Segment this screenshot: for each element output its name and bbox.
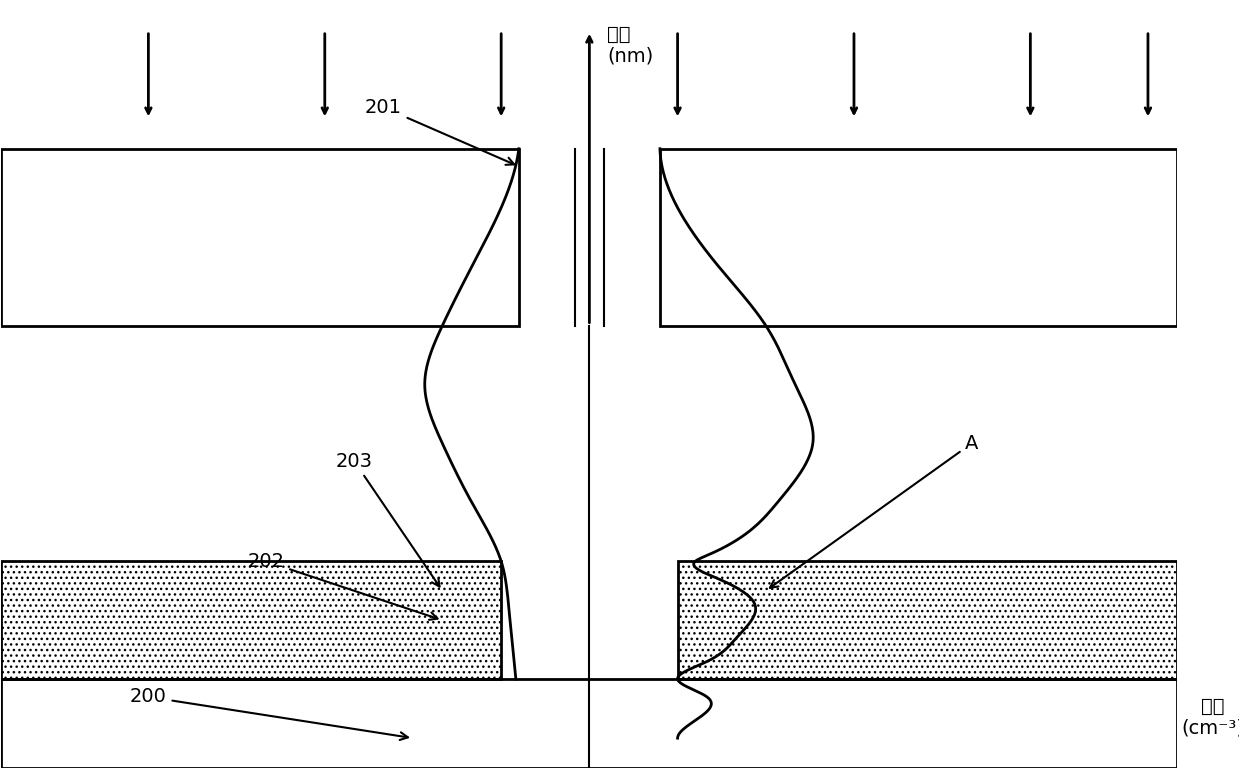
Bar: [660, 148, 1177, 325]
Text: 203: 203: [336, 451, 440, 587]
Text: A: A: [769, 434, 979, 588]
Text: 200: 200: [130, 687, 408, 740]
Text: 201: 201: [366, 98, 514, 165]
Bar: [1, 679, 1177, 767]
Text: 202: 202: [248, 552, 437, 620]
Bar: [1, 148, 519, 325]
Text: 深度
(nm): 深度 (nm): [607, 25, 653, 66]
Bar: [1, 561, 502, 679]
Text: 浓度
(cm⁻³): 浓度 (cm⁻³): [1181, 697, 1239, 738]
Bar: [678, 561, 1177, 679]
